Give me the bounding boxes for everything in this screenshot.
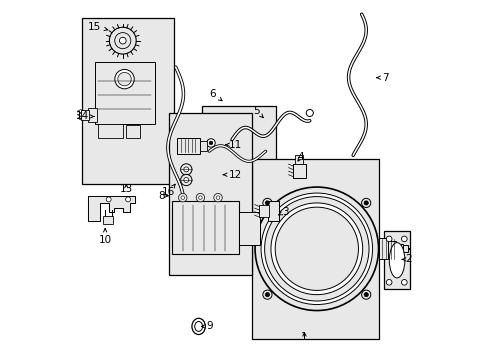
Bar (98, 123, 122, 138)
Text: 2: 2 (402, 255, 411, 264)
Text: 16: 16 (162, 184, 175, 197)
Circle shape (183, 177, 188, 183)
Text: 11: 11 (225, 140, 242, 150)
Ellipse shape (115, 69, 134, 89)
Circle shape (275, 207, 358, 291)
Circle shape (263, 290, 271, 299)
Bar (200, 141, 206, 151)
Bar (82, 18, 174, 184)
Circle shape (115, 33, 131, 49)
Circle shape (178, 193, 186, 202)
Circle shape (401, 279, 407, 285)
Circle shape (364, 201, 367, 205)
Ellipse shape (388, 243, 404, 278)
Circle shape (125, 197, 130, 202)
Circle shape (386, 279, 391, 285)
Circle shape (386, 236, 391, 242)
Bar (81, 110, 89, 120)
Circle shape (180, 174, 192, 186)
Bar (172, 201, 239, 254)
Circle shape (265, 201, 269, 205)
Circle shape (181, 196, 184, 199)
Bar (267, 201, 278, 221)
Bar (378, 238, 387, 259)
Text: 4: 4 (297, 152, 304, 162)
Bar (292, 164, 305, 178)
Ellipse shape (118, 72, 131, 86)
Text: 7: 7 (376, 73, 388, 83)
Text: 9: 9 (201, 321, 212, 332)
Text: 3: 3 (278, 207, 288, 217)
Circle shape (361, 290, 370, 299)
Text: 15: 15 (88, 22, 107, 32)
Circle shape (213, 193, 222, 202)
Circle shape (261, 193, 372, 305)
Circle shape (119, 37, 126, 44)
Bar (177, 138, 200, 154)
Text: 14: 14 (76, 112, 94, 121)
Polygon shape (87, 196, 135, 221)
Bar (294, 155, 303, 164)
Bar (103, 216, 113, 224)
Text: 1: 1 (301, 332, 307, 342)
Circle shape (264, 197, 368, 301)
Text: 12: 12 (223, 170, 242, 180)
Circle shape (364, 293, 367, 297)
Bar (239, 212, 260, 245)
Text: 6: 6 (209, 89, 222, 101)
Bar (383, 231, 409, 289)
Text: 10: 10 (99, 229, 111, 245)
Circle shape (106, 197, 111, 202)
Text: 13: 13 (120, 184, 133, 194)
Circle shape (401, 236, 407, 242)
Bar (87, 108, 97, 122)
Bar (202, 106, 276, 201)
Bar (126, 125, 140, 138)
Text: 8: 8 (158, 191, 167, 201)
Bar (251, 159, 378, 339)
Circle shape (180, 164, 192, 175)
Circle shape (209, 141, 212, 145)
Bar (94, 62, 154, 123)
Bar (259, 205, 269, 217)
Circle shape (361, 198, 370, 207)
Circle shape (216, 196, 219, 199)
Circle shape (109, 27, 136, 54)
Circle shape (198, 196, 202, 199)
Circle shape (305, 109, 313, 117)
Ellipse shape (194, 321, 202, 331)
Bar (395, 243, 402, 254)
Circle shape (255, 187, 378, 311)
Bar (387, 241, 395, 257)
Circle shape (196, 193, 204, 202)
Circle shape (263, 198, 271, 207)
Text: 5: 5 (253, 106, 263, 118)
Circle shape (183, 167, 188, 172)
Circle shape (206, 139, 215, 147)
Bar (402, 245, 407, 252)
Circle shape (265, 293, 269, 297)
Bar (168, 113, 251, 275)
Ellipse shape (192, 318, 205, 334)
Circle shape (270, 203, 362, 294)
